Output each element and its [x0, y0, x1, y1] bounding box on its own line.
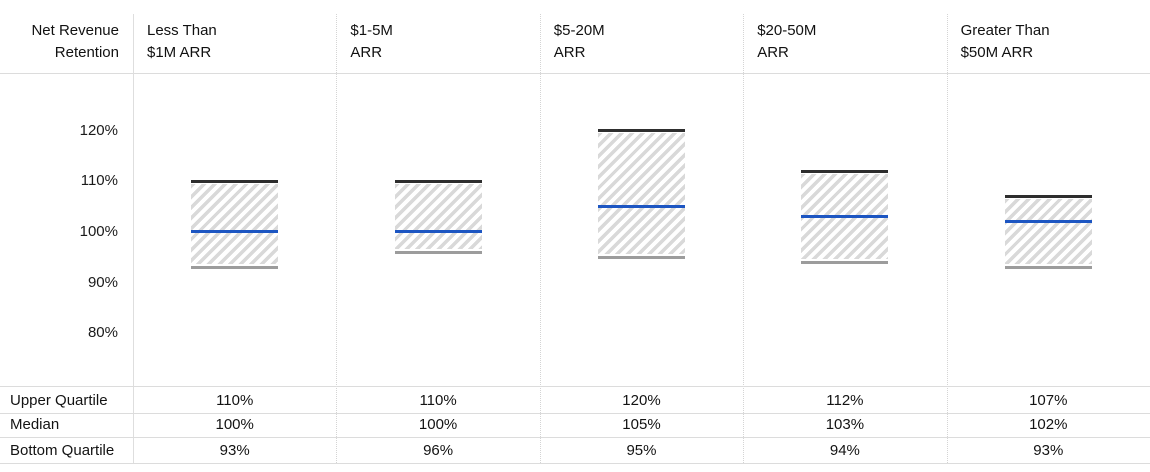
bottom-quartile-line: [394, 250, 482, 254]
y-axis-tick-label: 100%: [79, 223, 118, 240]
table-cell-value: 110%: [216, 391, 254, 409]
category-header-line1: Less Than: [147, 22, 217, 39]
category-header-line2: ARR: [757, 44, 789, 61]
upper-quartile-line: [598, 129, 685, 133]
median-line: [1004, 220, 1092, 224]
category-header-line1: $20-50M: [757, 22, 817, 39]
quartile-box: [191, 179, 279, 269]
column-separator-line: [539, 14, 541, 463]
median-line: [801, 215, 889, 219]
table-cell-value: 110%: [419, 391, 457, 409]
category-header-line1: Greater Than: [960, 22, 1050, 39]
category-header: $20-50M ARR: [757, 20, 816, 64]
bottom-quartile-line: [801, 260, 889, 264]
chart-title: Net Revenue Retention: [0, 20, 119, 64]
median-line: [598, 205, 685, 209]
quartile-box: [801, 169, 889, 264]
column-separator-line: [743, 14, 745, 463]
table-row-label: Median: [10, 416, 60, 433]
table-cell-value: 94%: [829, 441, 860, 459]
table-cell-value: 100%: [418, 416, 458, 433]
table-cell-value: 96%: [423, 441, 454, 459]
table-cell-value: 103%: [825, 416, 865, 433]
table-cell-value: 120%: [622, 391, 661, 409]
table-row: Median 100% 100% 105% 103% 102%: [0, 412, 1150, 438]
quartile-box: [1004, 195, 1092, 269]
category-header: Less Than $1M ARR: [147, 20, 217, 64]
table-cell-value: 100%: [215, 416, 254, 433]
category-header-line2: $1M ARR: [147, 44, 212, 61]
interquartile-hatch-fill: [1004, 199, 1092, 264]
table-cell-value: 105%: [622, 416, 661, 433]
table-cell-value: 93%: [219, 441, 250, 459]
category-header-line2: $50M ARR: [960, 44, 1034, 61]
median-line: [191, 230, 279, 234]
chart-title-line1: Net Revenue: [31, 22, 119, 39]
y-axis-tick-label: 80%: [87, 324, 118, 342]
y-axis-tick-label: 90%: [87, 273, 118, 291]
table-cell-value: 95%: [626, 441, 657, 459]
y-axis-tick-label: 120%: [79, 121, 118, 139]
table-cell-value: 102%: [1029, 416, 1068, 433]
table-cell-value: 107%: [1029, 391, 1068, 409]
upper-quartile-line: [801, 169, 889, 173]
interquartile-hatch-fill: [394, 183, 482, 249]
header-divider-line: [0, 73, 1150, 74]
table-cell-value: 112%: [826, 391, 864, 409]
upper-quartile-line: [394, 179, 482, 183]
chart-title-line2: Retention: [54, 44, 119, 61]
upper-quartile-line: [191, 179, 279, 183]
y-axis-tick-label: 110%: [80, 172, 118, 190]
upper-quartile-line: [1004, 195, 1092, 199]
column-separator-line: [946, 14, 948, 463]
bottom-quartile-line: [598, 255, 685, 259]
category-header-line2: ARR: [553, 44, 586, 61]
table-row-label: Bottom Quartile: [10, 441, 115, 459]
axis-column-divider-line: [133, 14, 134, 463]
category-header-line2: ARR: [350, 44, 383, 61]
table-row-label: Upper Quartile: [10, 391, 108, 409]
category-header: Greater Than $50M ARR: [961, 20, 1050, 64]
category-header: $5-20M ARR: [554, 20, 605, 64]
interquartile-hatch-fill: [598, 133, 685, 254]
bottom-quartile-line: [191, 265, 279, 269]
table-cell-value: 93%: [1033, 441, 1064, 459]
bottom-quartile-line: [1004, 265, 1092, 269]
table-row: Upper Quartile 110% 110% 120% 112% 107%: [0, 386, 1150, 414]
median-line: [394, 230, 482, 234]
category-header-line1: $5-20M: [553, 22, 605, 39]
category-header-line1: $1-5M: [350, 22, 393, 39]
quartile-box: [598, 129, 685, 259]
interquartile-hatch-fill: [191, 183, 279, 264]
column-separator-line: [336, 14, 338, 463]
category-header: $1-5M ARR: [350, 20, 393, 64]
quartile-box: [394, 179, 482, 254]
table-row: Bottom Quartile 93% 96% 95% 94% 93%: [0, 437, 1150, 464]
